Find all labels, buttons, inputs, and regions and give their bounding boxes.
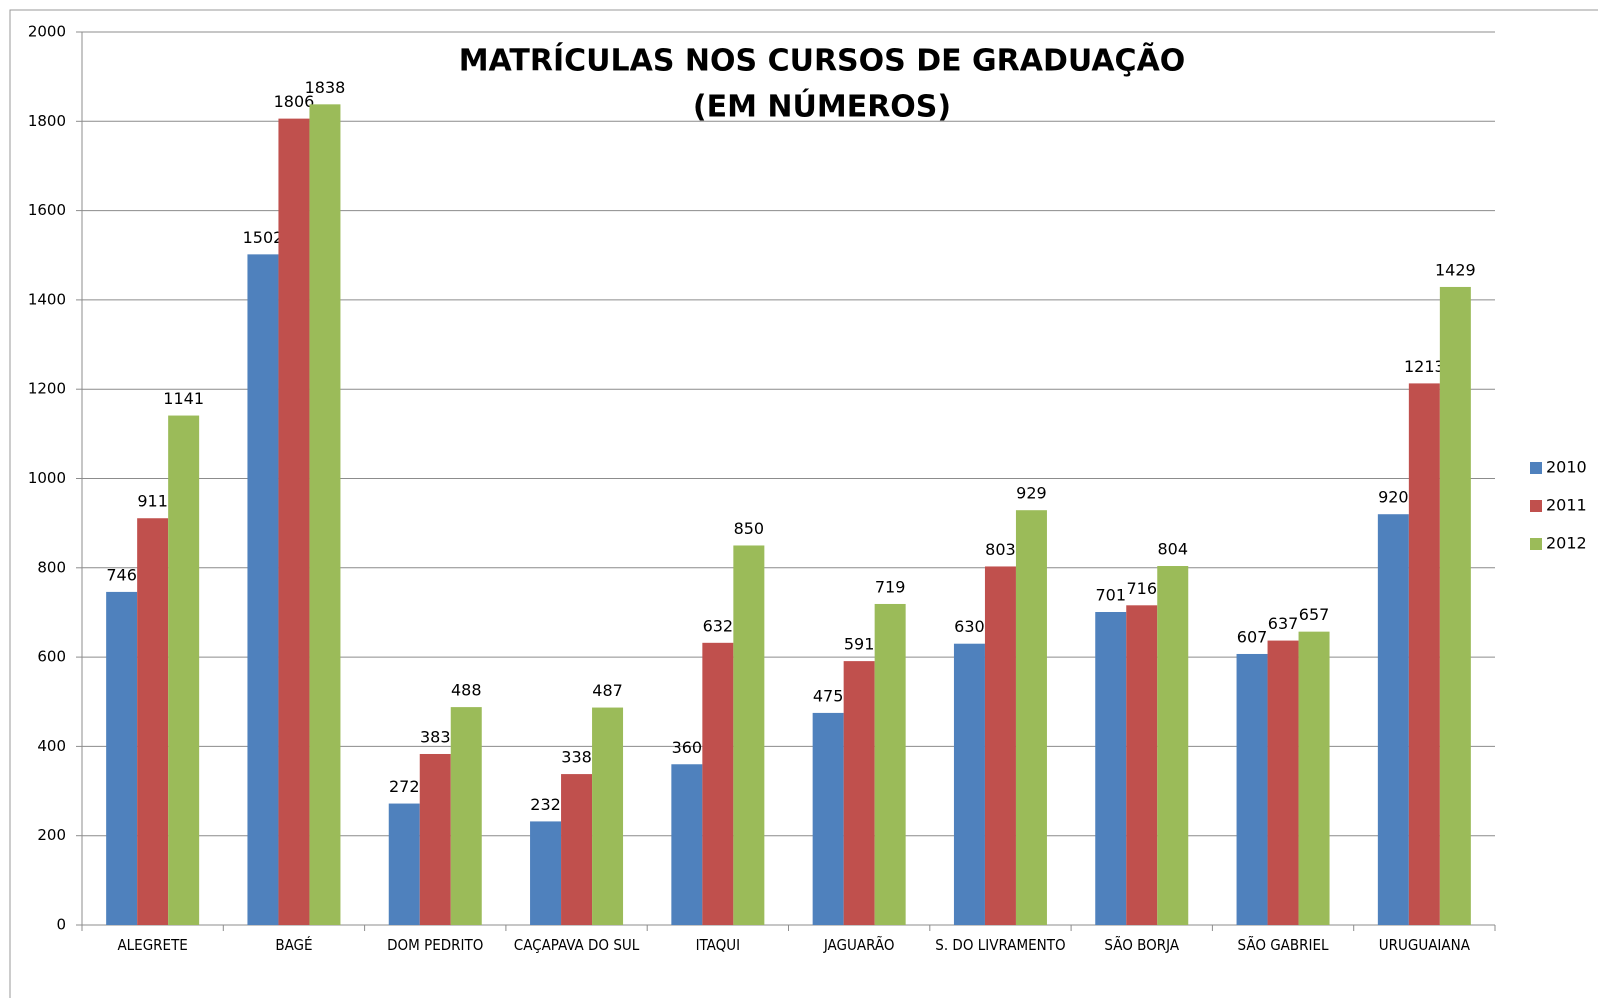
x-tick-label: BAGÉ xyxy=(275,936,313,954)
x-tick-label: SÃO BORJA xyxy=(1104,936,1180,954)
data-label: 360 xyxy=(672,738,703,757)
x-tick-label: URUGUAIANA xyxy=(1378,936,1470,954)
legend-swatch xyxy=(1530,538,1542,550)
data-label: 1838 xyxy=(305,78,346,97)
chart-frame xyxy=(9,9,1598,998)
bar xyxy=(419,753,451,925)
bar xyxy=(733,545,765,925)
bar xyxy=(561,774,593,925)
bar xyxy=(1439,286,1471,925)
y-tick-label: 1800 xyxy=(28,112,66,130)
x-tick-label: CAÇAPAVA DO SUL xyxy=(513,936,640,954)
bar xyxy=(137,518,169,925)
bar xyxy=(168,415,200,925)
bar xyxy=(1095,612,1127,925)
bar xyxy=(1157,566,1189,925)
bar xyxy=(812,712,844,925)
y-tick-label: 400 xyxy=(37,737,66,755)
chart-subtitle: (EM NÚMEROS) xyxy=(693,88,951,125)
data-label: 1141 xyxy=(163,389,204,408)
x-tick-label: JAGUARÃO xyxy=(823,936,895,954)
x-tick-label: DOM PEDRITO xyxy=(387,936,484,954)
x-tick-label: ITAQUI xyxy=(695,936,741,954)
data-label: 475 xyxy=(813,686,844,705)
legend-swatch xyxy=(1530,462,1542,474)
y-tick-label: 1400 xyxy=(28,290,66,308)
data-label: 383 xyxy=(420,727,451,746)
y-tick-label: 2000 xyxy=(28,23,66,41)
data-label: 637 xyxy=(1268,614,1299,633)
data-label: 487 xyxy=(592,681,623,700)
y-tick-label: 1000 xyxy=(28,469,66,487)
bar xyxy=(247,254,279,925)
bar xyxy=(984,566,1016,925)
bar xyxy=(278,118,310,926)
bar xyxy=(874,603,906,925)
bar xyxy=(1267,640,1299,925)
data-label: 591 xyxy=(844,635,875,654)
bar xyxy=(953,643,985,925)
bar xyxy=(1377,514,1409,925)
x-tick-label: S. DO LIVRAMENTO xyxy=(935,936,1066,954)
data-label: 632 xyxy=(703,616,734,635)
data-label: 716 xyxy=(1126,579,1157,598)
legend-label: 2010 xyxy=(1546,458,1587,477)
y-tick-label: 800 xyxy=(37,558,66,576)
legend-label: 2011 xyxy=(1546,496,1587,515)
bar xyxy=(106,591,138,925)
data-label: 850 xyxy=(734,519,765,538)
data-label: 607 xyxy=(1237,627,1268,646)
data-label: 488 xyxy=(451,681,482,700)
bar xyxy=(1015,510,1047,925)
chart-title: MATRÍCULAS NOS CURSOS DE GRADUAÇÃO xyxy=(459,42,1186,79)
bar xyxy=(671,764,703,925)
y-tick-label: 1600 xyxy=(28,201,66,219)
data-label: 929 xyxy=(1016,484,1047,503)
bar xyxy=(592,707,624,925)
data-label: 803 xyxy=(985,540,1016,559)
data-label: 804 xyxy=(1157,540,1188,559)
data-label: 701 xyxy=(1095,586,1126,605)
data-label: 657 xyxy=(1299,605,1330,624)
data-label: 719 xyxy=(875,577,906,596)
bar xyxy=(843,661,875,925)
data-label: 1213 xyxy=(1404,357,1445,376)
bar xyxy=(309,104,341,925)
data-label: 920 xyxy=(1378,488,1409,507)
bar xyxy=(388,803,420,925)
bar xyxy=(1236,653,1268,925)
bar xyxy=(530,821,562,925)
y-tick-label: 1200 xyxy=(28,380,66,398)
y-tick-label: 200 xyxy=(37,826,66,844)
data-label: 1429 xyxy=(1435,260,1476,279)
bar xyxy=(450,707,482,925)
x-tick-label: SÃO GABRIEL xyxy=(1237,936,1329,954)
data-label: 232 xyxy=(530,795,561,814)
bar xyxy=(702,642,734,925)
legend-swatch xyxy=(1530,500,1542,512)
data-label: 338 xyxy=(561,748,592,767)
data-label: 630 xyxy=(954,617,985,636)
y-tick-label: 600 xyxy=(37,648,66,666)
data-label: 1502 xyxy=(243,228,284,247)
y-tick-label: 0 xyxy=(56,916,66,934)
data-label: 272 xyxy=(389,777,420,796)
data-label: 746 xyxy=(106,565,137,584)
data-label: 1806 xyxy=(274,92,315,111)
bar xyxy=(1126,605,1158,925)
bar xyxy=(1408,383,1440,925)
legend-label: 2012 xyxy=(1546,534,1587,553)
x-tick-label: ALEGRETE xyxy=(117,936,188,954)
data-label: 911 xyxy=(137,492,168,511)
bar xyxy=(1298,631,1330,925)
